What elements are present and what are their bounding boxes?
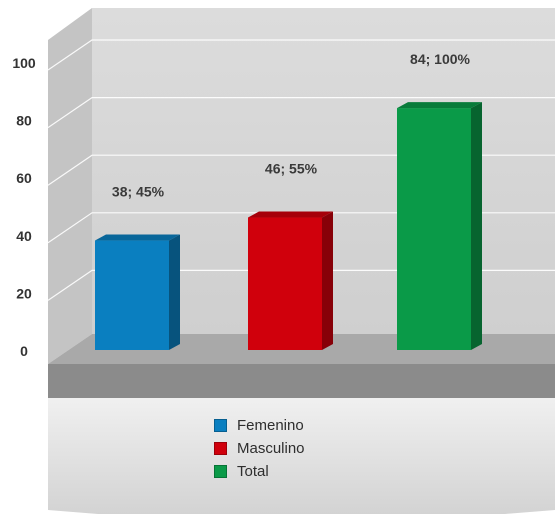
bar-top bbox=[397, 102, 482, 109]
legend-label: Femenino bbox=[237, 416, 304, 434]
y-tick-label: 100 bbox=[12, 55, 36, 71]
legend-swatch bbox=[214, 441, 227, 455]
data-label: 38; 45% bbox=[112, 184, 165, 200]
bar-front bbox=[248, 217, 322, 350]
legend-label: Masculino bbox=[237, 439, 305, 457]
legend-label: Total bbox=[237, 462, 269, 480]
bar-femenino bbox=[95, 234, 180, 350]
gridline bbox=[47, 39, 555, 71]
y-tick-label: 0 bbox=[20, 343, 28, 359]
legend-item-total: Total bbox=[214, 460, 305, 482]
bar-front bbox=[95, 240, 169, 350]
chart-front-band bbox=[48, 364, 555, 398]
y-tick-label: 80 bbox=[16, 113, 32, 129]
data-label: 46; 55% bbox=[265, 161, 318, 177]
bar-top bbox=[248, 211, 333, 218]
data-labels: 38; 45% 46; 55% 84; 100% bbox=[112, 51, 471, 199]
bar-front bbox=[397, 108, 471, 350]
legend-swatch bbox=[214, 418, 227, 432]
data-label: 84; 100% bbox=[410, 51, 470, 67]
chart-side-wall bbox=[48, 8, 92, 364]
bar-total bbox=[397, 102, 482, 350]
legend: Femenino Masculino Total bbox=[214, 414, 305, 483]
y-tick-label: 40 bbox=[16, 228, 32, 244]
y-tick-label: 20 bbox=[16, 285, 32, 301]
bar-masculino bbox=[248, 211, 333, 350]
gridline bbox=[47, 96, 555, 129]
legend-swatch bbox=[214, 464, 227, 478]
bar-side bbox=[169, 234, 180, 350]
y-tick-label: 60 bbox=[16, 170, 32, 186]
bars bbox=[95, 102, 482, 350]
legend-base bbox=[48, 398, 555, 514]
bar-side bbox=[322, 211, 333, 350]
bar-side bbox=[471, 102, 482, 350]
legend-item-femenino: Femenino bbox=[214, 414, 305, 436]
y-axis-ticks: 0 20 40 60 80 100 bbox=[12, 55, 36, 359]
bar-top bbox=[95, 234, 180, 241]
legend-item-masculino: Masculino bbox=[214, 437, 305, 459]
